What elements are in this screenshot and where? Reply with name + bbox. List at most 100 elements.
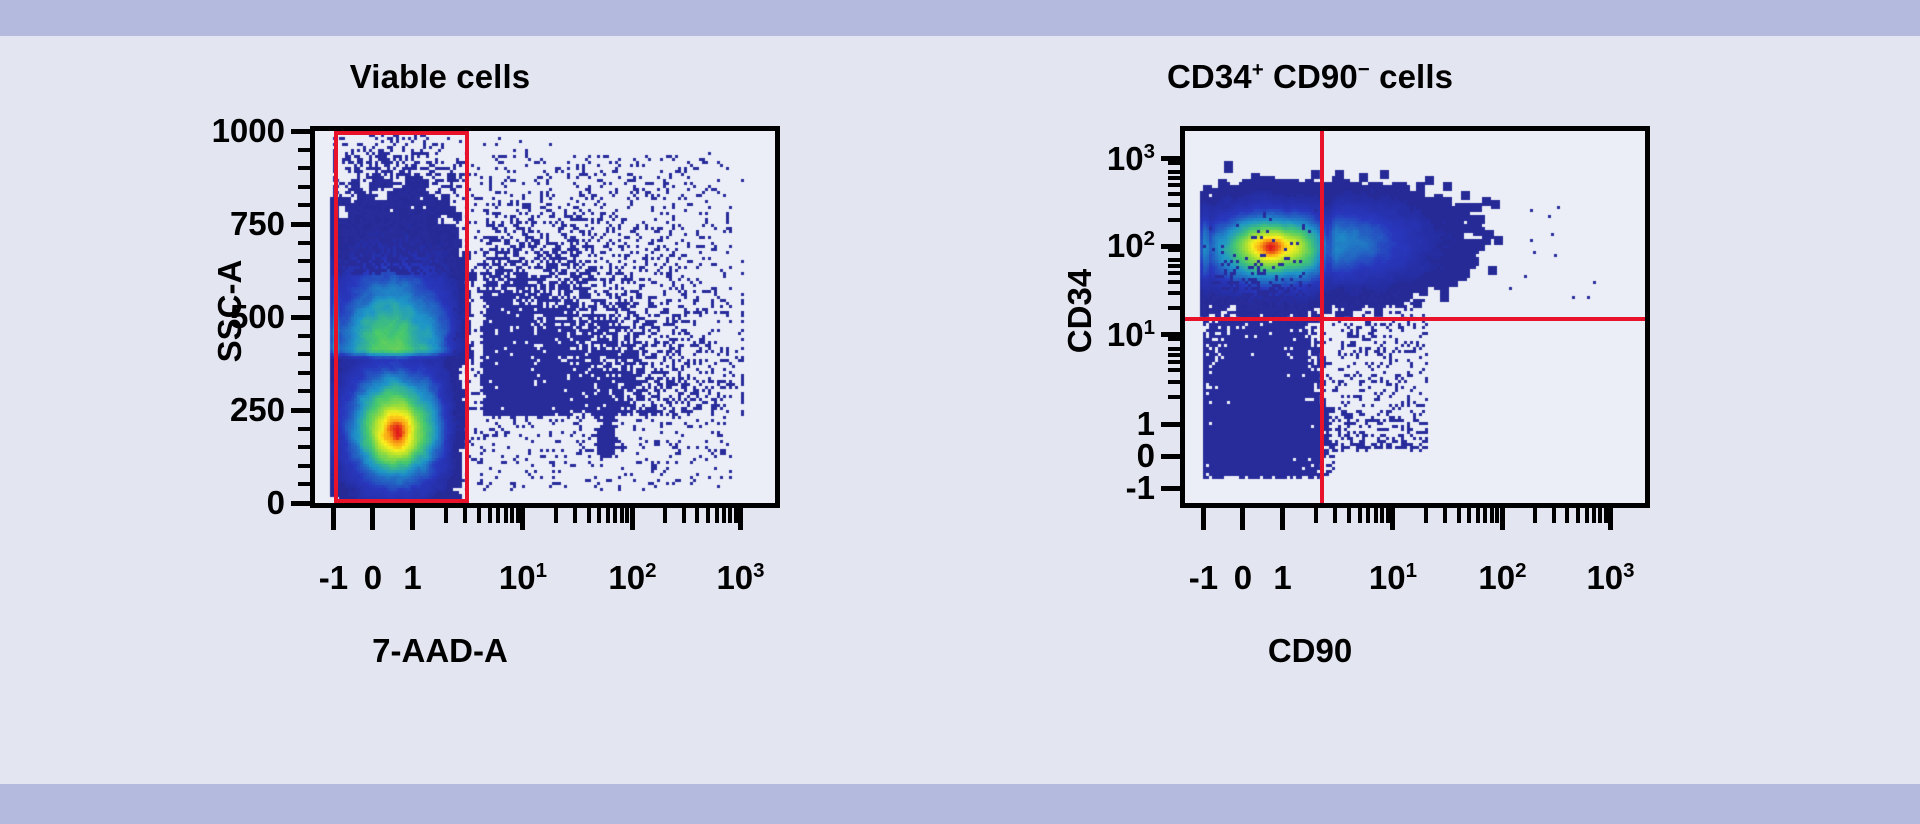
x-tick-exponent: 1	[1405, 559, 1417, 582]
x-tick-minor	[714, 508, 719, 523]
y-tick-major	[1161, 332, 1185, 338]
y-tick-label: 101	[1107, 316, 1155, 354]
y-tick-minor	[1168, 258, 1185, 263]
axes-right: 103 102 101 1 0 -1 -1 0 1 101 102 103	[1107, 126, 1650, 596]
y-tick-minor	[298, 240, 315, 245]
gate-bottom-edge	[334, 499, 470, 503]
axes-left: 1000 750 500 250 0 -1 0 1 101 102 103	[212, 112, 780, 596]
x-tick-label: -1	[1188, 559, 1219, 596]
y-tick-minor	[1168, 359, 1185, 364]
y-tick-label: 0	[266, 484, 285, 521]
x-tick-minor	[1385, 508, 1390, 523]
x-tick-major	[738, 508, 743, 530]
x-tick-label: 102	[608, 559, 656, 597]
y-tick-major	[1161, 243, 1185, 249]
y-tick-minor	[298, 203, 315, 208]
title-cd34: CD34	[1166, 58, 1252, 95]
x-tick-mantissa: 10	[1368, 559, 1406, 596]
y-tick-minor	[298, 259, 315, 264]
y-tick-major	[291, 500, 315, 506]
y-tick-label: 1000	[211, 112, 285, 149]
x-tick-minor	[619, 508, 624, 523]
x-tick-minor	[443, 508, 448, 523]
x-tick-minor	[1380, 508, 1385, 523]
x-tick-major	[370, 508, 376, 530]
plot-title-right: CD34+ CD90− cells	[880, 58, 1740, 96]
gate-top-edge	[334, 131, 470, 135]
y-tick-minor	[298, 426, 315, 431]
y-tick-minor	[1168, 352, 1185, 357]
y-tick-minor	[1168, 160, 1185, 165]
y-tick-exponent: 2	[1143, 227, 1155, 251]
plot-cd34-cd90-cells: CD34+ CD90− cells CD34 103 102 101 1 0 -1 -1 0…	[880, 36, 1740, 784]
x-tick-minor	[1483, 508, 1488, 523]
x-tick-label: 101	[1369, 559, 1417, 597]
title-cd90: CD90	[1263, 58, 1358, 95]
x-tick-minor	[515, 508, 520, 523]
x-tick-exponent: 3	[753, 559, 765, 582]
x-tick-major	[1499, 508, 1505, 530]
y-tick-minor	[298, 389, 315, 394]
title-cells: cells	[1369, 58, 1454, 95]
y-tick-minor	[298, 147, 315, 152]
y-tick-label: 500	[229, 298, 285, 335]
x-tick-minor	[1603, 508, 1608, 523]
bottom-band	[0, 784, 1920, 824]
x-tick-minor	[496, 508, 501, 523]
x-tick-major	[1608, 508, 1613, 530]
x-tick-minor	[503, 508, 508, 523]
y-tick-mantissa: 10	[1106, 315, 1144, 353]
x-tick-label: 0	[363, 559, 383, 596]
x-tick-label: 102	[1478, 559, 1526, 597]
x-tick-minor	[733, 508, 738, 523]
x-tick-minor	[1357, 508, 1362, 523]
y-tick-minor	[1168, 270, 1185, 275]
y-tick-label: 250	[229, 391, 285, 428]
x-tick-minor	[1366, 508, 1371, 523]
x-tick-label: 103	[716, 559, 764, 597]
x-tick-exponent: 2	[645, 559, 657, 582]
x-tick-mantissa: 10	[716, 559, 754, 596]
x-tick-minor	[1346, 508, 1351, 523]
y-tick-minor	[1168, 218, 1185, 222]
gate-cd34-horizontal	[1185, 316, 1645, 321]
y-tick-major	[1161, 156, 1185, 162]
top-band	[0, 0, 1920, 36]
y-tick-minor	[1168, 346, 1185, 351]
x-tick-minor	[1532, 508, 1537, 523]
y-tick-major	[291, 128, 315, 134]
x-tick-exponent: 2	[1515, 559, 1527, 582]
y-tick-minor	[298, 296, 315, 301]
x-tick-major	[330, 508, 336, 530]
x-axis-title-left: 7-AAD-A	[372, 632, 508, 669]
plot-viable-cells: Viable cells SSC-A 1000 750 500 250 0 -1 0 1 10…	[10, 36, 870, 784]
x-tick-minor	[1476, 508, 1481, 523]
x-tick-minor	[510, 508, 515, 523]
y-tick-minor	[298, 277, 315, 282]
x-tick-minor	[606, 508, 611, 523]
y-tick-exponent: 1	[1143, 315, 1155, 339]
x-tick-minor	[1423, 508, 1428, 523]
x-tick-label: 103	[1586, 559, 1634, 597]
x-tick-minor	[1495, 508, 1500, 523]
x-tick-minor	[1551, 508, 1556, 523]
x-tick-minor	[487, 508, 492, 523]
figure-panel: Viable cells SSC-A 1000 750 500 250 0 -1 0 1 10…	[0, 36, 1920, 784]
x-tick-minor	[476, 508, 481, 523]
y-tick-minor	[1168, 306, 1185, 311]
y-tick-label: -1	[1125, 469, 1155, 507]
y-tick-minor	[1168, 336, 1185, 341]
y-tick-minor	[1168, 248, 1185, 253]
y-tick-minor	[1168, 279, 1185, 284]
x-tick-major	[1390, 508, 1396, 530]
y-tick-label: 103	[1107, 140, 1155, 178]
y-tick-minor	[1168, 395, 1185, 400]
x-tick-minor	[463, 508, 468, 523]
x-tick-major	[410, 508, 416, 530]
y-tick-minor	[1168, 191, 1185, 196]
x-axis-title-right: CD90	[1267, 632, 1353, 669]
x-tick-minor	[1575, 508, 1580, 523]
x-tick-minor	[1333, 508, 1338, 523]
y-tick-minor	[298, 333, 315, 338]
title-plus-sup: +	[1251, 58, 1264, 81]
